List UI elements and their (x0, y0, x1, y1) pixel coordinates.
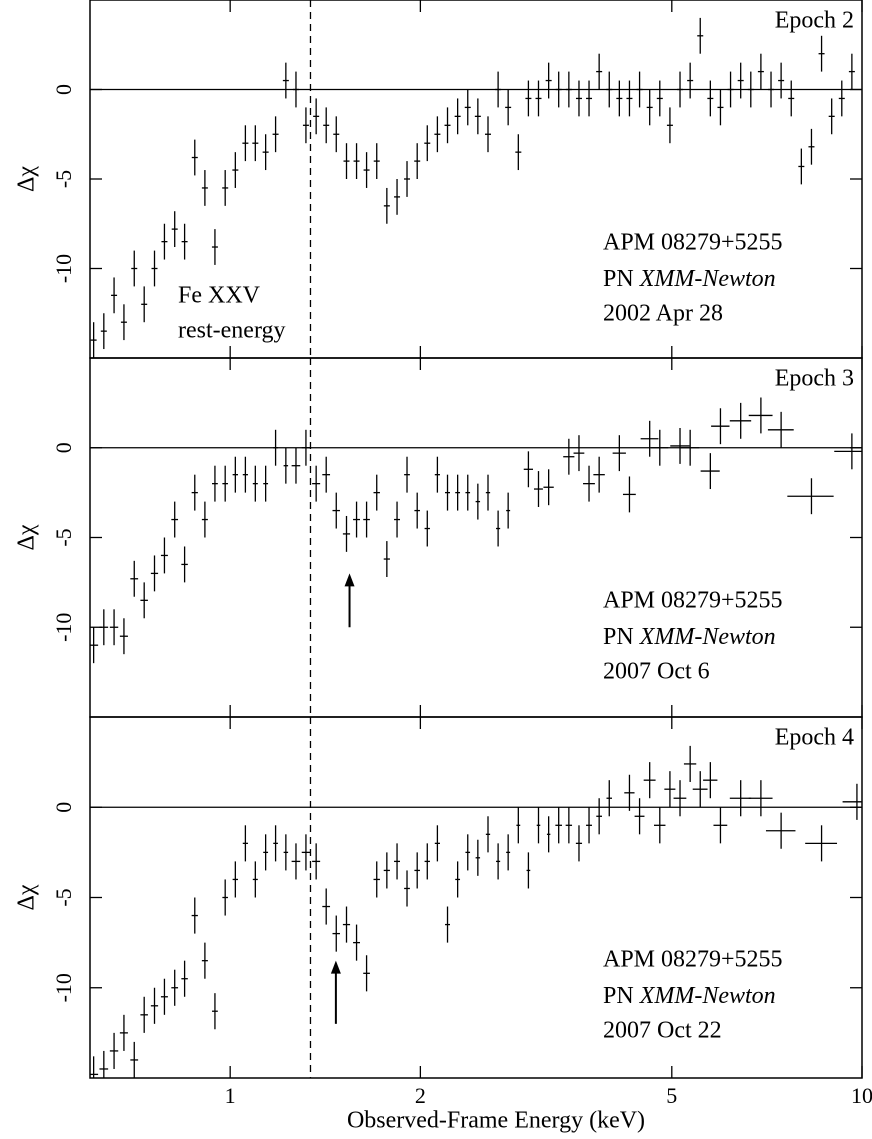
arrow-head (344, 573, 355, 587)
instrument-label: PN XMM-Newton (603, 983, 776, 1009)
panel (90, 717, 862, 1078)
x-tick-label: 1 (225, 1083, 236, 1108)
source-label: APM 08279+5255 (603, 230, 783, 256)
panel (90, 358, 862, 717)
panel (90, 0, 862, 358)
y-tick-label: -10 (51, 973, 76, 1002)
plot-frame (89, 357, 863, 718)
source-label: APM 08279+5255 (603, 947, 783, 973)
y-tick-label: 0 (51, 802, 76, 813)
instrument-label: PN XMM-Newton (603, 266, 776, 292)
line-label: Fe XXV (178, 283, 261, 309)
date-label: 2007 Oct 6 (603, 659, 710, 685)
y-tick-label: -5 (51, 888, 76, 906)
y-tick-label: -10 (51, 254, 76, 283)
arrow-head (330, 960, 341, 974)
y-tick-label: 0 (51, 442, 76, 453)
observatory: XMM-Newton (639, 983, 776, 1009)
epoch-label: Epoch 2 (775, 8, 854, 34)
x-tick-label: 5 (666, 1083, 677, 1108)
line-label: rest-energy (178, 318, 286, 344)
observatory: XMM-Newton (639, 624, 776, 650)
y-axis-label: Δχ (14, 166, 40, 192)
instrument: PN (603, 983, 634, 1009)
y-axis-label: Δχ (14, 884, 40, 910)
x-tick-label: 10 (851, 1083, 872, 1108)
observatory: XMM-Newton (639, 266, 776, 292)
source-label: APM 08279+5255 (603, 588, 783, 614)
y-tick-label: -10 (51, 613, 76, 642)
instrument-label: PN XMM-Newton (603, 624, 776, 650)
y-tick-label: 0 (51, 84, 76, 95)
instrument: PN (603, 266, 634, 292)
date-label: 2007 Oct 22 (603, 1018, 722, 1044)
x-axis-label: Observed-Frame Energy (keV) (347, 1108, 645, 1134)
plot-frame (89, 716, 863, 1079)
epoch-label: Epoch 3 (775, 366, 854, 392)
epoch-label: Epoch 4 (775, 725, 854, 751)
y-axis-label: Δχ (14, 524, 40, 550)
instrument: PN (603, 624, 634, 650)
x-tick-label: 2 (415, 1083, 426, 1108)
y-tick-label: -5 (51, 528, 76, 546)
y-tick-label: -5 (51, 170, 76, 188)
date-label: 2002 Apr 28 (603, 301, 723, 327)
